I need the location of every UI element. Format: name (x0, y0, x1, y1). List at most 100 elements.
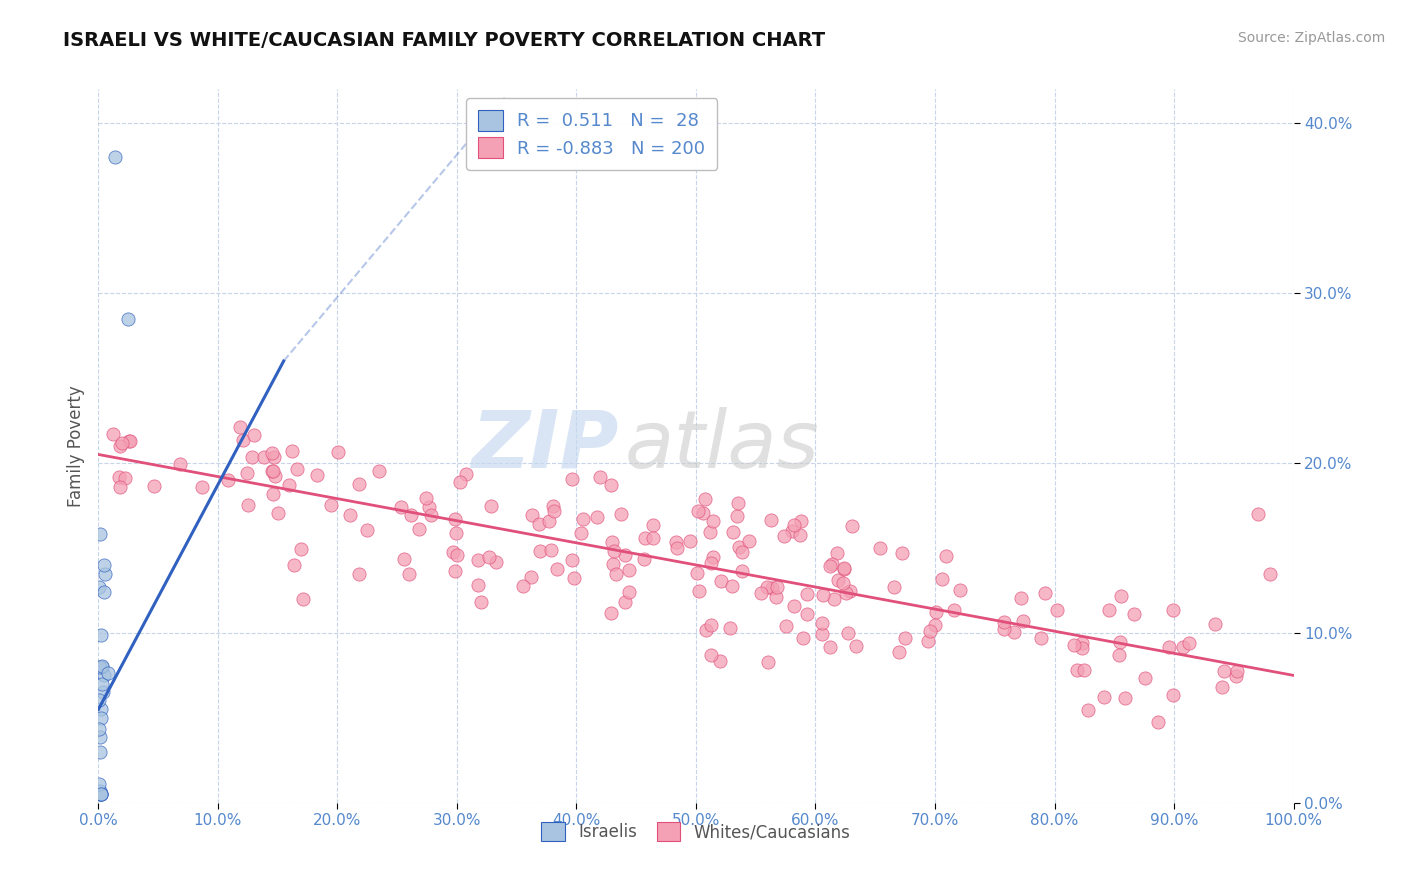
Point (191, 480, 214, 494)
Point (87, 777, 110, 791)
Point (993, 622, 1015, 636)
Point (217, 473, 239, 487)
Point (783, 518, 806, 533)
Point (347, 476, 370, 491)
Point (731, 545, 754, 559)
Point (479, 499, 502, 513)
Point (1173, 640, 1195, 655)
Point (818, 559, 841, 574)
Legend: Israelis, Whites/Caucasians: Israelis, Whites/Caucasians (534, 815, 858, 848)
Point (267, 506, 290, 520)
Point (291, 591, 314, 606)
Point (665, 535, 688, 549)
Point (823, 592, 845, 607)
Point (918, 624, 941, 639)
Point (693, 491, 716, 506)
Point (236, 498, 259, 512)
Point (1109, 589, 1132, 603)
Point (263, 468, 285, 483)
Point (924, 618, 946, 632)
Point (1226, 664, 1249, 678)
Point (538, 514, 561, 528)
Point (108, 470, 131, 484)
Point (321, 498, 343, 512)
Point (101, 427, 124, 442)
Point (688, 503, 710, 517)
Point (305, 467, 328, 482)
Point (283, 558, 305, 573)
Point (512, 579, 534, 593)
Point (529, 544, 551, 558)
Point (700, 557, 723, 571)
Point (792, 631, 814, 645)
Point (775, 618, 797, 632)
Point (561, 553, 583, 567)
Point (796, 607, 818, 621)
Point (721, 579, 744, 593)
Point (478, 550, 501, 565)
Point (600, 606, 623, 620)
Point (443, 512, 465, 526)
Point (540, 542, 562, 557)
Point (749, 586, 772, 600)
Point (725, 508, 748, 523)
Point (281, 444, 304, 458)
Point (679, 534, 702, 549)
Point (444, 526, 467, 541)
Point (917, 633, 939, 648)
Point (118, 434, 141, 448)
Point (89, 784, 111, 798)
Point (1071, 635, 1094, 649)
Point (1033, 586, 1056, 600)
Point (737, 534, 759, 549)
Point (1098, 603, 1121, 617)
Point (456, 467, 478, 481)
Point (91, 659, 114, 673)
Text: Source: ZipAtlas.com: Source: ZipAtlas.com (1237, 31, 1385, 45)
Point (87, 580, 110, 594)
Point (543, 500, 565, 514)
Point (399, 508, 422, 523)
Point (89, 787, 111, 801)
Point (692, 506, 714, 520)
Point (441, 545, 464, 559)
Point (1073, 663, 1095, 677)
Point (236, 466, 259, 480)
Point (783, 599, 806, 614)
Point (1108, 648, 1130, 662)
Point (1133, 671, 1156, 685)
Point (818, 640, 841, 654)
Point (839, 584, 862, 599)
Point (709, 654, 731, 668)
Point (392, 552, 415, 566)
Text: atlas: atlas (624, 407, 820, 485)
Point (356, 523, 378, 537)
Point (253, 450, 276, 464)
Point (605, 566, 627, 581)
Point (93, 558, 115, 573)
Point (89, 526, 111, 541)
Point (229, 420, 252, 434)
Point (832, 561, 855, 575)
Point (695, 624, 717, 638)
Point (727, 496, 749, 510)
Point (326, 445, 349, 459)
Point (1114, 691, 1136, 706)
Point (925, 605, 948, 619)
Point (94, 567, 117, 582)
Point (834, 562, 856, 576)
Point (277, 478, 299, 492)
Point (263, 487, 285, 501)
Point (260, 465, 283, 479)
Point (613, 595, 636, 609)
Point (467, 577, 489, 591)
Point (111, 435, 134, 450)
Point (91, 660, 114, 674)
Point (993, 615, 1015, 629)
Point (634, 531, 657, 545)
Point (114, 471, 136, 485)
Point (485, 555, 508, 569)
Point (240, 450, 263, 464)
Point (546, 562, 568, 576)
Point (614, 548, 637, 562)
